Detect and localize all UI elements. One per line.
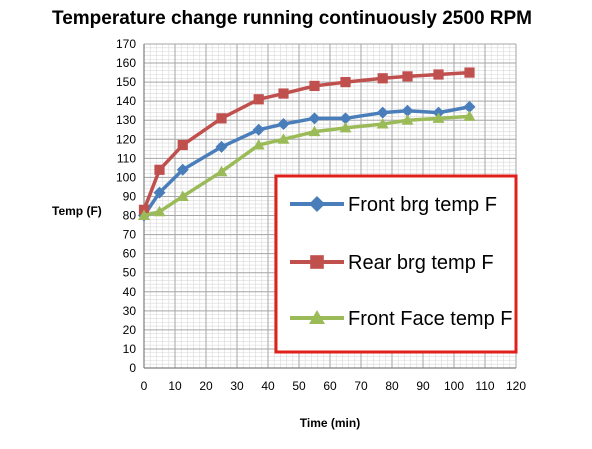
x-tick-label: 50 bbox=[292, 379, 306, 393]
plot-area bbox=[138, 67, 476, 222]
series-1 bbox=[138, 100, 476, 222]
legend: Front brg temp F Rear brg temp F Front Fac… bbox=[274, 174, 518, 354]
y-tick-label: 70 bbox=[123, 228, 137, 242]
data-point bbox=[463, 100, 476, 113]
data-point bbox=[153, 205, 166, 217]
data-point bbox=[463, 110, 476, 121]
y-tick-label: 170 bbox=[116, 37, 136, 51]
data-point bbox=[339, 112, 352, 125]
y-tick-label: 0 bbox=[129, 361, 136, 375]
series-3 bbox=[138, 110, 476, 221]
legend-item: Rear brg temp F bbox=[290, 252, 494, 274]
data-point bbox=[376, 106, 389, 119]
y-tick-label: 150 bbox=[116, 75, 136, 89]
data-point bbox=[138, 209, 150, 221]
data-point bbox=[215, 140, 228, 153]
data-point bbox=[177, 139, 188, 151]
x-tick-label: 110 bbox=[475, 379, 494, 393]
data-point bbox=[176, 163, 189, 176]
y-tick-label: 130 bbox=[116, 113, 136, 127]
axes: 0102030405060708090100110120130140150160… bbox=[116, 37, 526, 393]
y-tick-label: 160 bbox=[116, 56, 136, 70]
data-point bbox=[277, 118, 290, 131]
x-tick-label: 90 bbox=[416, 379, 430, 393]
data-point bbox=[253, 94, 264, 105]
y-tick-label: 110 bbox=[117, 151, 136, 165]
y-tick-label: 20 bbox=[123, 323, 137, 337]
legend-label: Front Face temp F bbox=[348, 308, 513, 330]
data-point bbox=[216, 113, 227, 124]
x-tick-label: 70 bbox=[354, 379, 368, 393]
x-tick-label: 100 bbox=[444, 379, 464, 393]
data-point bbox=[377, 73, 388, 84]
x-tick-label: 40 bbox=[261, 379, 275, 393]
data-point bbox=[215, 165, 228, 177]
x-axis-label: Time (min) bbox=[300, 416, 360, 430]
y-tick-label: 40 bbox=[123, 285, 137, 299]
x-tick-label: 80 bbox=[385, 379, 399, 393]
y-tick-label: 50 bbox=[123, 266, 137, 280]
legend-marker bbox=[309, 196, 325, 212]
y-axis-label: Temp (F) bbox=[52, 204, 102, 218]
data-point bbox=[376, 118, 389, 129]
x-tick-label: 120 bbox=[506, 379, 526, 393]
x-tick-label: 10 bbox=[168, 379, 182, 393]
data-point bbox=[277, 133, 290, 144]
y-tick-label: 100 bbox=[116, 170, 136, 184]
data-point bbox=[278, 88, 289, 99]
data-point bbox=[154, 164, 165, 175]
legend-marker bbox=[309, 310, 325, 324]
legend-marker bbox=[310, 255, 324, 269]
data-point bbox=[401, 104, 414, 117]
y-tick-label: 120 bbox=[116, 132, 136, 146]
legend-label: Rear brg temp F bbox=[348, 252, 494, 274]
data-point bbox=[401, 114, 414, 125]
legend-item: Front brg temp F bbox=[290, 194, 497, 216]
data-point bbox=[433, 69, 444, 80]
y-tick-label: 140 bbox=[116, 94, 136, 108]
data-point bbox=[153, 186, 166, 199]
data-point bbox=[308, 125, 321, 137]
y-tick-label: 90 bbox=[123, 189, 137, 203]
y-tick-label: 30 bbox=[123, 304, 137, 318]
legend-label: Front brg temp F bbox=[348, 194, 497, 216]
x-tick-label: 20 bbox=[199, 379, 213, 393]
data-point bbox=[252, 123, 265, 136]
legend-item: Front Face temp F bbox=[290, 308, 513, 330]
x-tick-label: 0 bbox=[141, 379, 148, 393]
data-point bbox=[176, 190, 189, 201]
y-tick-label: 60 bbox=[123, 247, 137, 261]
data-point bbox=[402, 71, 413, 82]
chart-title: Temperature change running continuously … bbox=[52, 8, 532, 29]
data-point bbox=[252, 139, 265, 150]
y-tick-label: 10 bbox=[123, 342, 137, 356]
data-point bbox=[339, 121, 352, 133]
data-point bbox=[464, 67, 475, 78]
data-point bbox=[432, 112, 445, 123]
data-point bbox=[309, 80, 320, 92]
data-point bbox=[308, 112, 321, 125]
x-tick-label: 60 bbox=[323, 379, 337, 393]
data-point bbox=[340, 77, 351, 88]
y-tick-label: 80 bbox=[123, 209, 137, 223]
x-tick-label: 30 bbox=[230, 379, 244, 393]
